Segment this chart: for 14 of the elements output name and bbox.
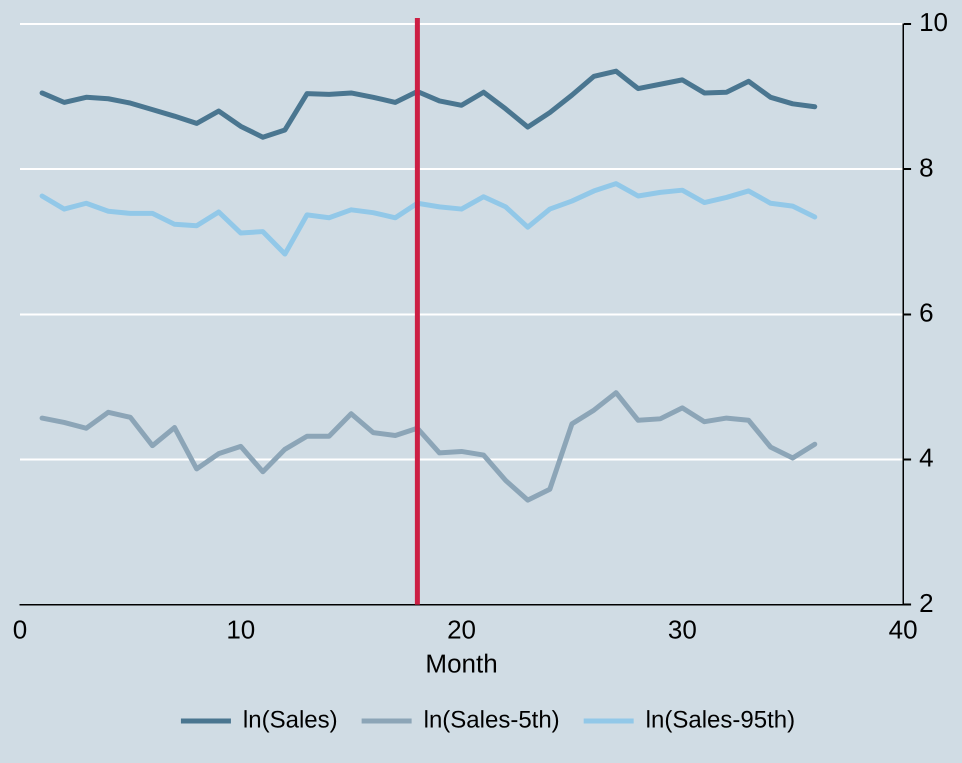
x-axis-title: Month — [425, 648, 498, 679]
y-tick-label: 8 — [919, 152, 934, 182]
x-tick-label: 0 — [12, 614, 28, 644]
y-tick-label: 6 — [919, 297, 934, 328]
x-tick-label: 30 — [668, 614, 697, 644]
x-tick-label: 10 — [226, 614, 256, 644]
x-tick-label: 40 — [888, 614, 918, 644]
y-tick-label: 4 — [919, 442, 934, 473]
x-tick-label: 20 — [447, 614, 476, 644]
legend-label: ln(Sales-5th) — [424, 706, 560, 734]
y-tick-label: 2 — [919, 588, 934, 618]
legend-label: ln(Sales-95th) — [646, 706, 796, 734]
legend-label: ln(Sales) — [242, 706, 338, 734]
y-tick-label: 10 — [919, 7, 948, 38]
